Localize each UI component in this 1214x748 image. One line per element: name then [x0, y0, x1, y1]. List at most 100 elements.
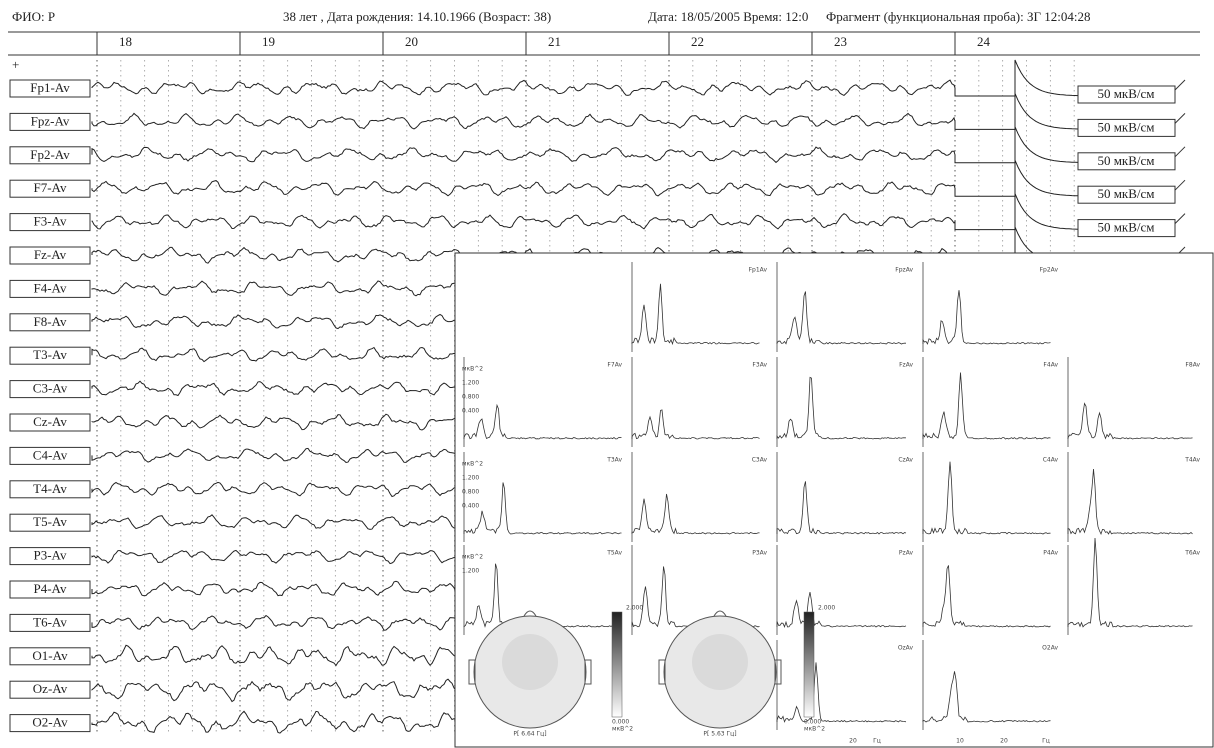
spectrum-curve: [776, 662, 907, 723]
channel-label: Oz-Av: [33, 681, 68, 696]
spectrum-y-label: 0.800: [462, 394, 479, 401]
spectrum-curve: [922, 290, 1051, 345]
spectrum-label: FpzAv: [895, 267, 913, 274]
bar-top: 2.000: [818, 605, 835, 612]
second-label: 18: [119, 34, 132, 49]
channel-label: T3-Av: [33, 347, 67, 362]
eeg-trace: [91, 93, 1079, 130]
spectrum-y-label: мкВ^2: [462, 366, 483, 373]
channel-box: [9, 613, 91, 632]
channel-box: [9, 580, 91, 599]
head-map-center: [692, 634, 748, 690]
head-ear: [658, 659, 666, 685]
channel-box: [9, 146, 91, 165]
spectrum-curve: [463, 482, 622, 535]
bar-unit: мкВ^2: [804, 726, 825, 733]
channel-label: C3-Av: [33, 381, 68, 396]
scale-label: 50 мкВ/см: [1097, 119, 1154, 134]
spectrum-label: C3Av: [752, 457, 768, 464]
eeg-trace: [91, 193, 1079, 231]
map-caption: P[ 6.64 Гц]: [513, 731, 546, 738]
spectrum-y-label: 1.200: [462, 568, 479, 575]
channel-box: [9, 547, 91, 566]
spectrum-curve: [922, 671, 1051, 723]
scale-label: 50 мкВ/см: [1097, 153, 1154, 168]
channel-label: T4-Av: [33, 481, 67, 496]
channel-label: Fpz-Av: [31, 113, 70, 128]
second-label: 23: [834, 34, 847, 49]
channel-label: P3-Av: [34, 548, 67, 563]
scale-box: [1077, 219, 1176, 238]
spectrum-curve: [776, 592, 907, 628]
spectrum-label: FzAv: [899, 362, 913, 369]
scale-box: [1077, 85, 1176, 104]
channel-label: F8-Av: [34, 314, 67, 329]
channel-box: [9, 179, 91, 198]
scale-label: 50 мкВ/см: [1097, 186, 1154, 201]
channel-box: [9, 79, 91, 98]
spectrum-x-label: Гц: [1042, 738, 1050, 745]
second-label: 21: [548, 34, 561, 49]
spectrum-x-label: 20: [849, 738, 857, 745]
channel-label: Fz-Av: [34, 247, 67, 262]
spectrum-curve: [1067, 402, 1193, 440]
spectrum-label: Fp1Av: [749, 267, 768, 274]
eeg-trace: [91, 160, 1079, 197]
spectrum-curve: [776, 376, 907, 440]
spectrum-label: T4Av: [1184, 457, 1200, 464]
fragment: Фрагмент (функциональная проба): ЗГ 12:0…: [826, 9, 1090, 24]
channel-box: [9, 112, 91, 131]
channel-label: F3-Av: [34, 214, 67, 229]
spectrum-y-label: 1.200: [462, 380, 479, 387]
channel-label: Cz-Av: [33, 414, 67, 429]
channel-label: Fp1-Av: [30, 80, 70, 95]
spectrum-label: OzAv: [898, 645, 914, 652]
channel-box: [9, 313, 91, 332]
head-ear: [468, 659, 476, 685]
channel-box: [9, 213, 91, 232]
scale-tick: [1174, 213, 1186, 224]
channel-label: O1-Av: [32, 648, 68, 663]
channel-box: [9, 279, 91, 298]
channel-label: T6-Av: [33, 614, 67, 629]
head-ear: [584, 659, 592, 685]
spectrum-y-label: мкВ^2: [462, 554, 483, 561]
scale-label: 50 мкВ/см: [1097, 86, 1154, 101]
channel-label: F7-Av: [34, 180, 67, 195]
spectrum-y-label: 0.800: [462, 489, 479, 496]
eeg-trace: [91, 59, 1079, 97]
scale-box: [1077, 118, 1176, 137]
spectrum-y-label: мкВ^2: [462, 461, 483, 468]
scale-tick: [1174, 113, 1186, 124]
spectrum-y-label: 1.200: [462, 475, 479, 482]
patient-info: 38 лет , Дата рождения: 14.10.1966 (Возр…: [283, 9, 551, 24]
spectrum-label: T6Av: [1184, 550, 1200, 557]
spectrum-label: F3Av: [752, 362, 767, 369]
spectrum-label: CzAv: [898, 457, 913, 464]
channel-label: O2-Av: [32, 715, 68, 730]
spectrum-x-label: 10: [956, 738, 964, 745]
spectrum-curve: [463, 403, 622, 440]
color-bar: [611, 611, 623, 718]
second-label: 22: [691, 34, 704, 49]
channel-box: [9, 446, 91, 465]
spectrum-label: P3Av: [752, 550, 767, 557]
channel-box: [9, 480, 91, 499]
bar-unit: мкВ^2: [612, 726, 633, 733]
channel-box: [9, 647, 91, 666]
second-label: 19: [262, 34, 275, 49]
spectrum-y-label: 0.400: [462, 503, 479, 510]
spectrum-label: T3Av: [606, 457, 622, 464]
spectrum-curve: [631, 493, 760, 535]
channel-label: T5-Av: [33, 514, 67, 529]
spectrum-label: O2Av: [1042, 645, 1058, 652]
scale-tick: [1174, 179, 1186, 191]
bar-bottom: 0.000: [804, 719, 821, 726]
channel-box: [9, 413, 91, 432]
spectrum-label: F4Av: [1043, 362, 1058, 369]
spectrum-curve: [776, 481, 907, 535]
channel-box: [9, 680, 91, 699]
channel-box: [9, 714, 91, 733]
color-bar: [803, 611, 815, 718]
channel-label: P4-Av: [34, 581, 67, 596]
